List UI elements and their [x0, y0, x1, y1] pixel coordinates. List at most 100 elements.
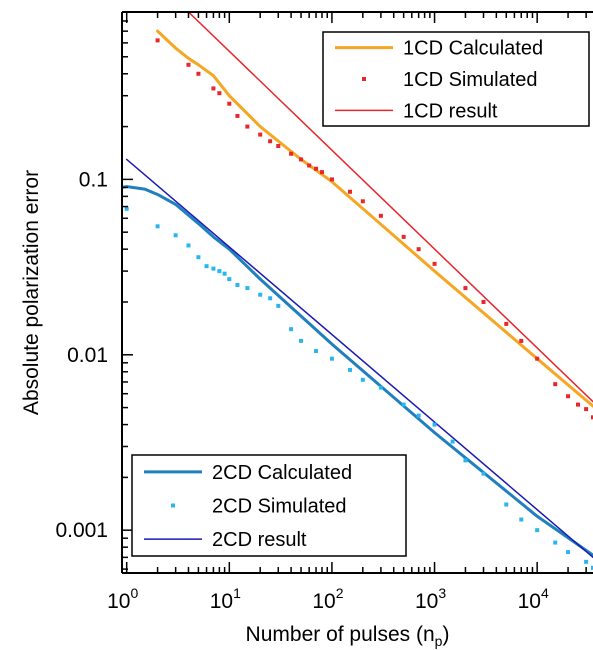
data-point: [196, 71, 201, 76]
data-point: [553, 540, 558, 545]
data-point: [235, 282, 240, 287]
data-point: [378, 213, 383, 218]
y-tick-label: 0.001: [55, 519, 108, 542]
data-point: [245, 124, 250, 129]
y-axis-title: Absolute polarization error: [20, 170, 43, 415]
data-point: [329, 177, 334, 182]
data-point: [314, 349, 319, 354]
data-point: [566, 550, 571, 555]
x-tick-label: 100: [107, 585, 138, 613]
data-point: [553, 382, 558, 387]
legend-label-2cd-calculated: 2CD Calculated: [212, 462, 352, 484]
data-point: [276, 143, 281, 148]
data-point: [519, 338, 524, 343]
data-point: [124, 206, 129, 211]
data-point: [204, 264, 209, 269]
data-point: [566, 394, 571, 399]
data-point: [348, 367, 352, 372]
data-point: [299, 338, 304, 343]
data-point: [227, 101, 232, 106]
data-point: [401, 234, 406, 239]
x-tick-label-exponent: 2: [336, 585, 344, 601]
series-1cd-calculated-line: [156, 29, 593, 408]
plot-series-group: [122, 12, 593, 570]
data-point: [481, 471, 486, 476]
data-point: [481, 299, 486, 304]
data-point: [235, 113, 240, 118]
x-tick-label-base: 10: [415, 590, 438, 613]
data-point: [222, 271, 227, 276]
series-2cd-result-line: [125, 158, 593, 559]
data-point: [401, 402, 406, 407]
data-point: [535, 356, 540, 361]
legend-label-1cd-result: 1CD result: [403, 100, 498, 122]
legend-label-1cd-simulated: 1CD Simulated: [403, 69, 538, 91]
data-point: [186, 62, 191, 67]
legend-top-right: 1CD Calculated 1CD Simulated 1CD result: [322, 31, 590, 127]
data-point: [319, 170, 324, 175]
x-axis-title-main: Number of pulses (n: [246, 623, 435, 646]
axis-titles: Number of pulses (np) Absolute polarizat…: [20, 170, 449, 649]
x-tick-label: 101: [210, 585, 241, 613]
data-point: [155, 38, 160, 43]
x-axis-title-close: ): [442, 623, 449, 646]
data-point: [378, 385, 383, 390]
x-tick-label: 103: [415, 585, 446, 613]
data-point: [299, 157, 304, 162]
y-tick-label: 0.01: [67, 344, 108, 367]
data-point: [360, 199, 365, 204]
x-tick-label-exponent: 4: [541, 585, 549, 601]
data-point: [329, 356, 334, 361]
x-tick-label-base: 10: [107, 590, 130, 613]
data-point: [432, 261, 437, 266]
data-point: [155, 224, 160, 229]
plot-area: [122, 12, 593, 570]
data-point: [276, 303, 281, 308]
data-point: [535, 528, 540, 533]
legend-label-1cd-calculated: 1CD Calculated: [403, 38, 543, 60]
data-point: [258, 292, 263, 297]
data-point: [268, 139, 273, 144]
data-point: [289, 151, 294, 156]
data-point: [450, 439, 455, 444]
data-point: [217, 91, 222, 96]
y-tick-label: 0.1: [79, 168, 108, 191]
data-point: [584, 407, 589, 412]
data-point: [584, 559, 589, 564]
data-point: [227, 277, 232, 282]
x-tick-label: 104: [518, 585, 549, 613]
data-point: [416, 413, 421, 418]
data-point: [268, 296, 273, 301]
legend-label-2cd-simulated: 2CD Simulated: [212, 496, 347, 518]
legend-swatch-1cd-simulated: [362, 77, 366, 81]
data-point: [196, 255, 201, 260]
legend-bottom-left: 2CD Calculated 2CD Simulated 2CD result: [131, 454, 407, 557]
data-point: [504, 502, 509, 507]
x-tick-label-exponent: 0: [130, 585, 138, 601]
data-point: [591, 415, 593, 420]
x-tick-label-base: 10: [518, 590, 541, 613]
legend-label-2cd-result: 2CD result: [212, 529, 307, 551]
data-point: [463, 458, 468, 463]
data-point: [519, 517, 524, 522]
series-2cd-calculated-line: [122, 185, 593, 557]
x-tick-label: 102: [312, 585, 343, 613]
data-point: [432, 422, 437, 427]
data-point: [314, 166, 319, 171]
data-point: [416, 247, 421, 252]
data-point: [307, 163, 312, 168]
legends: 1CD Calculated 1CD Simulated 1CD result 2CD…: [131, 31, 590, 557]
x-axis-title-subscript: p: [435, 633, 443, 649]
series-1cd-simulated-points: [155, 38, 593, 420]
x-tick-label-exponent: 1: [233, 585, 241, 601]
series-2cd-simulated-points: [124, 206, 593, 570]
data-point: [211, 86, 216, 91]
x-tick-label-base: 10: [210, 590, 233, 613]
data-point: [173, 233, 178, 238]
data-point: [258, 132, 263, 137]
x-axis-title: Number of pulses (np): [246, 623, 450, 649]
x-tick-label-exponent: 3: [438, 585, 446, 601]
